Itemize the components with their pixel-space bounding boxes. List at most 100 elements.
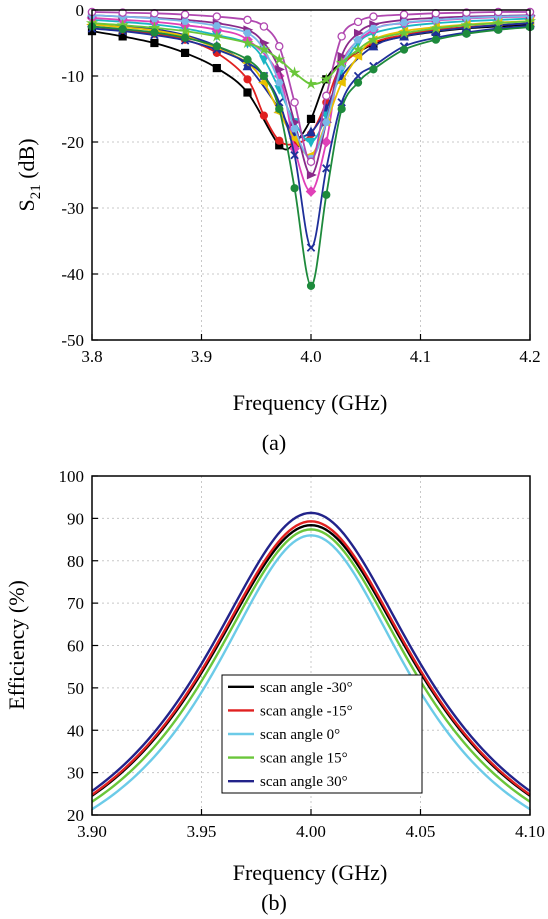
y-axis-label-b: Efficiency (%): [4, 580, 29, 710]
data-point: [274, 42, 284, 51]
data-point: [275, 65, 286, 74]
data-point: [353, 36, 363, 44]
data-point: [241, 36, 254, 49]
data-point: [369, 65, 378, 74]
data-point: [321, 136, 332, 148]
data-point: [306, 126, 316, 137]
data-point: [118, 25, 127, 34]
y-axis-label-a-main: S: [14, 199, 39, 211]
data-point: [322, 91, 331, 101]
y-tick-label: 30: [67, 764, 84, 783]
legend-label: scan angle 30°: [260, 774, 348, 790]
data-point: [275, 104, 284, 114]
data-point: [322, 164, 331, 173]
data-point: [306, 157, 316, 167]
data-point: [243, 75, 252, 84]
data-point: [353, 71, 363, 81]
data-point: [337, 51, 348, 61]
data-point: [399, 45, 409, 54]
data-point: [290, 125, 299, 133]
data-point: [290, 150, 299, 160]
data-point: [397, 26, 411, 39]
data-point: [369, 24, 378, 33]
y-tick-label: -50: [61, 331, 84, 350]
x-axis-label-a: Frequency (GHz): [233, 390, 388, 415]
data-point: [335, 56, 348, 68]
legend-label: scan angle -30°: [260, 680, 353, 696]
x-tick-label: 4.10: [515, 822, 545, 841]
y-tick-label: -40: [61, 265, 84, 284]
data-point: [243, 88, 252, 97]
data-point: [180, 33, 190, 42]
data-point: [320, 72, 333, 85]
legend-label: scan angle 15°: [260, 751, 348, 767]
data-point: [337, 104, 346, 114]
data-point: [399, 10, 409, 19]
y-tick-label: -30: [61, 199, 84, 218]
data-point: [243, 15, 252, 25]
series-group-a: [85, 7, 537, 290]
data-point: [210, 30, 223, 42]
series-line: [85, 14, 537, 90]
x-tick-label: 4.05: [406, 822, 436, 841]
data-point: [306, 114, 316, 124]
data-point: [367, 33, 380, 45]
series-line: [87, 22, 535, 290]
data-point: [460, 18, 473, 31]
data-point: [352, 43, 365, 55]
data-point: [353, 78, 363, 87]
data-point: [180, 48, 190, 57]
data-point: [335, 78, 346, 87]
data-point: [243, 55, 252, 64]
data-point: [259, 55, 269, 66]
y-tick-label: 60: [67, 637, 84, 656]
data-point: [369, 12, 378, 21]
ticks-b: 3.90 3.95 4.00 4.05 4.10 20 30 40 50 60 70 80 90 100: [59, 467, 545, 841]
data-point: [178, 24, 192, 37]
data-point: [306, 281, 316, 290]
data-point: [118, 8, 127, 17]
data-point: [150, 28, 159, 37]
data-point: [306, 170, 317, 180]
data-point: [180, 17, 190, 25]
series-line: [91, 511, 531, 793]
y-axis-label-a: S21 (dB): [14, 138, 44, 211]
data-point: [431, 35, 440, 44]
data-point: [212, 22, 222, 30]
data-point: [492, 16, 505, 29]
ticks-a: 3.8 3.9 4.0 4.1 4.2 -50 -40 -30 -20 -10 0: [61, 1, 540, 366]
legend-label: scan angle 0°: [260, 727, 340, 743]
x-axis-label-b: Frequency (GHz): [233, 860, 388, 885]
y-tick-label: 40: [67, 721, 84, 740]
y-tick-label: 20: [67, 806, 84, 825]
data-point: [243, 29, 252, 37]
data-point: [212, 63, 221, 73]
data-point: [429, 22, 442, 34]
chart-b: 3.90 3.95 4.00 4.05 4.102030405060708090100 …: [4, 467, 545, 915]
series-group-b: [91, 511, 531, 811]
data-point: [368, 40, 379, 51]
x-tick-label: 4.2: [519, 347, 540, 366]
data-point: [306, 243, 316, 252]
x-tick-label: 3.9: [191, 347, 212, 366]
y-axis-label-a-sub: 21: [28, 184, 44, 199]
data-point: [337, 32, 346, 41]
data-point: [150, 9, 159, 18]
y-tick-label: 90: [67, 509, 84, 528]
data-point: [306, 137, 316, 148]
legend-b: scan angle -30° scan angle -15° scan angle…: [221, 674, 423, 794]
data-point: [462, 8, 471, 17]
series-line: [91, 520, 531, 796]
y-tick-label: 0: [76, 1, 85, 20]
y-tick-label: 70: [67, 594, 84, 613]
y-tick-label: -20: [61, 133, 84, 152]
x-tick-label: 3.95: [187, 822, 217, 841]
y-axis-label-a-unit: (dB): [14, 138, 39, 184]
data-point: [352, 51, 363, 61]
series-line: [91, 534, 531, 811]
data-point: [290, 98, 299, 107]
data-point: [304, 77, 318, 90]
data-point: [273, 53, 286, 65]
data-point: [180, 10, 190, 19]
